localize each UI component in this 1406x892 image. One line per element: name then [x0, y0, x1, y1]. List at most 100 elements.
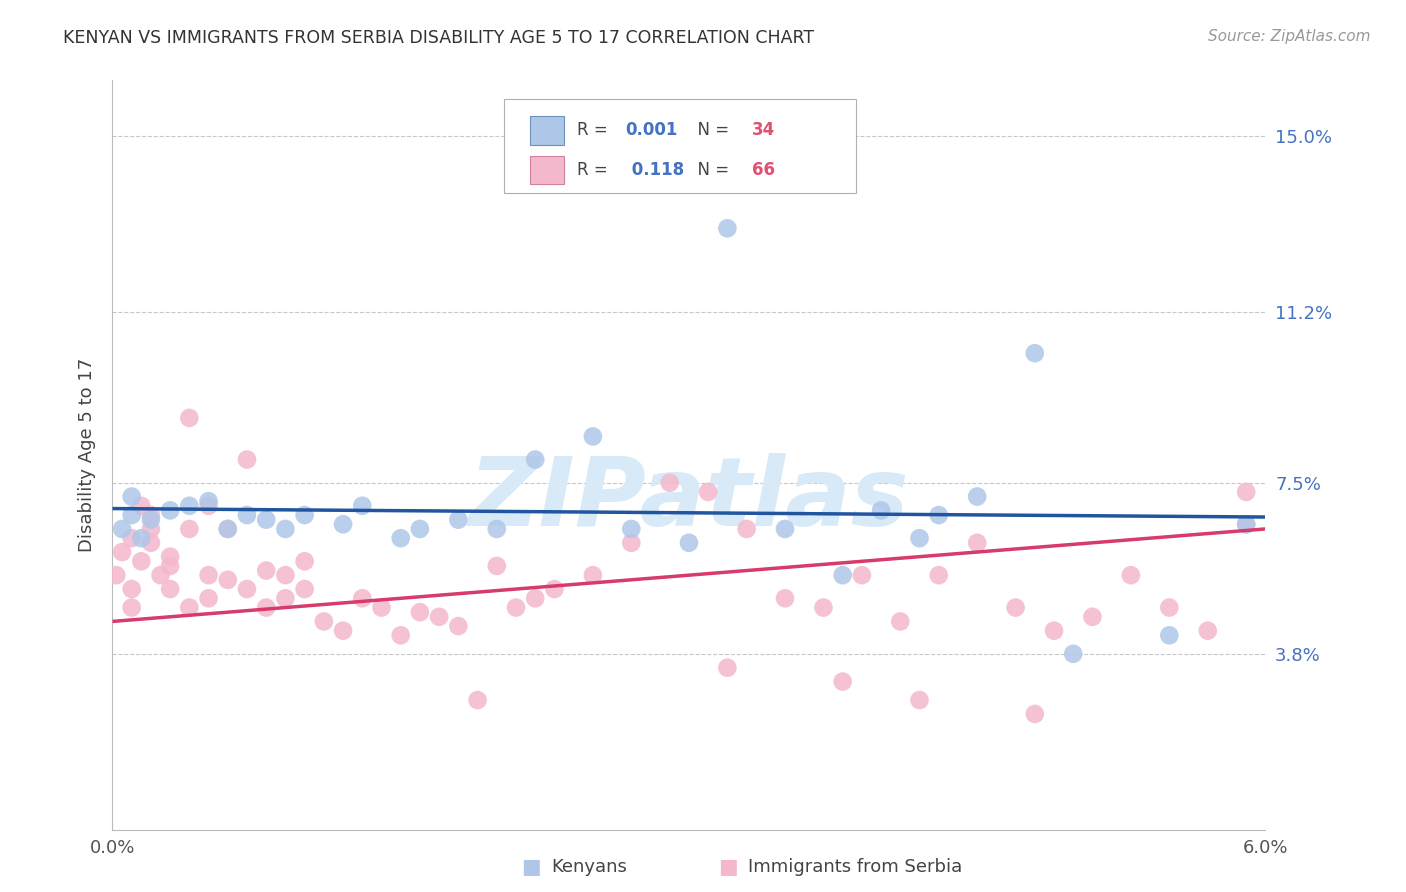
Point: [524, 452, 547, 467]
Point: [236, 508, 259, 522]
Point: [254, 513, 277, 527]
Point: [139, 522, 162, 536]
Point: [716, 221, 738, 235]
Point: [870, 503, 893, 517]
Point: [831, 568, 853, 582]
Point: [735, 522, 758, 536]
Point: [1024, 706, 1046, 721]
Text: 34: 34: [752, 121, 776, 139]
Point: [889, 615, 911, 629]
Text: 0.001: 0.001: [626, 121, 678, 139]
Point: [1024, 346, 1046, 360]
Point: [524, 591, 547, 606]
Point: [139, 513, 162, 527]
Point: [294, 554, 316, 568]
Point: [274, 522, 297, 536]
Y-axis label: Disability Age 5 to 17: Disability Age 5 to 17: [77, 358, 96, 552]
Point: [254, 600, 277, 615]
Text: Source: ZipAtlas.com: Source: ZipAtlas.com: [1208, 29, 1371, 45]
Point: [121, 508, 143, 522]
Point: [274, 591, 297, 606]
Point: [179, 600, 201, 615]
Point: [217, 522, 239, 536]
Point: [179, 411, 201, 425]
Point: [813, 600, 835, 615]
Text: 0.118: 0.118: [626, 161, 683, 179]
Point: [159, 503, 181, 517]
Point: [159, 549, 181, 564]
Point: [352, 591, 374, 606]
Point: [179, 499, 201, 513]
Point: [658, 475, 681, 490]
Point: [582, 429, 605, 443]
Point: [236, 452, 259, 467]
Point: [582, 568, 605, 582]
Text: 66: 66: [752, 161, 775, 179]
Point: [485, 522, 508, 536]
Point: [928, 568, 950, 582]
Point: [197, 494, 219, 508]
Point: [111, 545, 134, 559]
Point: [197, 568, 219, 582]
Point: [1004, 600, 1026, 615]
Point: [121, 531, 143, 545]
Point: [620, 536, 643, 550]
Point: [1197, 624, 1219, 638]
Point: [409, 522, 432, 536]
Point: [294, 582, 316, 596]
Point: [352, 499, 374, 513]
Point: [851, 568, 873, 582]
Point: [121, 582, 143, 596]
Point: [678, 536, 700, 550]
Point: [1081, 609, 1104, 624]
Point: [197, 499, 219, 513]
Point: [505, 600, 527, 615]
Point: [159, 558, 181, 573]
FancyBboxPatch shape: [530, 156, 564, 185]
Point: [111, 522, 134, 536]
Point: [447, 619, 470, 633]
Point: [121, 600, 143, 615]
Point: [543, 582, 565, 596]
Point: [773, 591, 796, 606]
Point: [139, 536, 162, 550]
Point: [254, 564, 277, 578]
Point: [332, 517, 354, 532]
Point: [447, 513, 470, 527]
Point: [294, 508, 316, 522]
Point: [697, 484, 720, 499]
Point: [1119, 568, 1142, 582]
Point: [773, 522, 796, 536]
Point: [427, 609, 450, 624]
Point: [409, 605, 432, 619]
Point: [966, 490, 988, 504]
Point: [332, 624, 354, 638]
Point: [149, 568, 172, 582]
Text: KENYAN VS IMMIGRANTS FROM SERBIA DISABILITY AGE 5 TO 17 CORRELATION CHART: KENYAN VS IMMIGRANTS FROM SERBIA DISABIL…: [63, 29, 814, 47]
Text: ■: ■: [718, 857, 738, 877]
Point: [928, 508, 950, 522]
Point: [236, 582, 259, 596]
Point: [620, 522, 643, 536]
Point: [217, 573, 239, 587]
Point: [467, 693, 489, 707]
Text: N =: N =: [686, 161, 734, 179]
Text: N =: N =: [686, 121, 734, 139]
Point: [370, 600, 392, 615]
Text: ■: ■: [522, 857, 541, 877]
Point: [129, 499, 153, 513]
Point: [1234, 484, 1257, 499]
Point: [179, 522, 201, 536]
Point: [159, 582, 181, 596]
Point: [121, 490, 143, 504]
FancyBboxPatch shape: [505, 99, 856, 193]
Point: [716, 661, 738, 675]
Point: [1062, 647, 1084, 661]
Point: [217, 522, 239, 536]
Point: [129, 531, 153, 545]
Point: [129, 554, 153, 568]
Point: [966, 536, 988, 550]
Point: [197, 591, 219, 606]
Point: [389, 531, 412, 545]
Point: [1043, 624, 1066, 638]
